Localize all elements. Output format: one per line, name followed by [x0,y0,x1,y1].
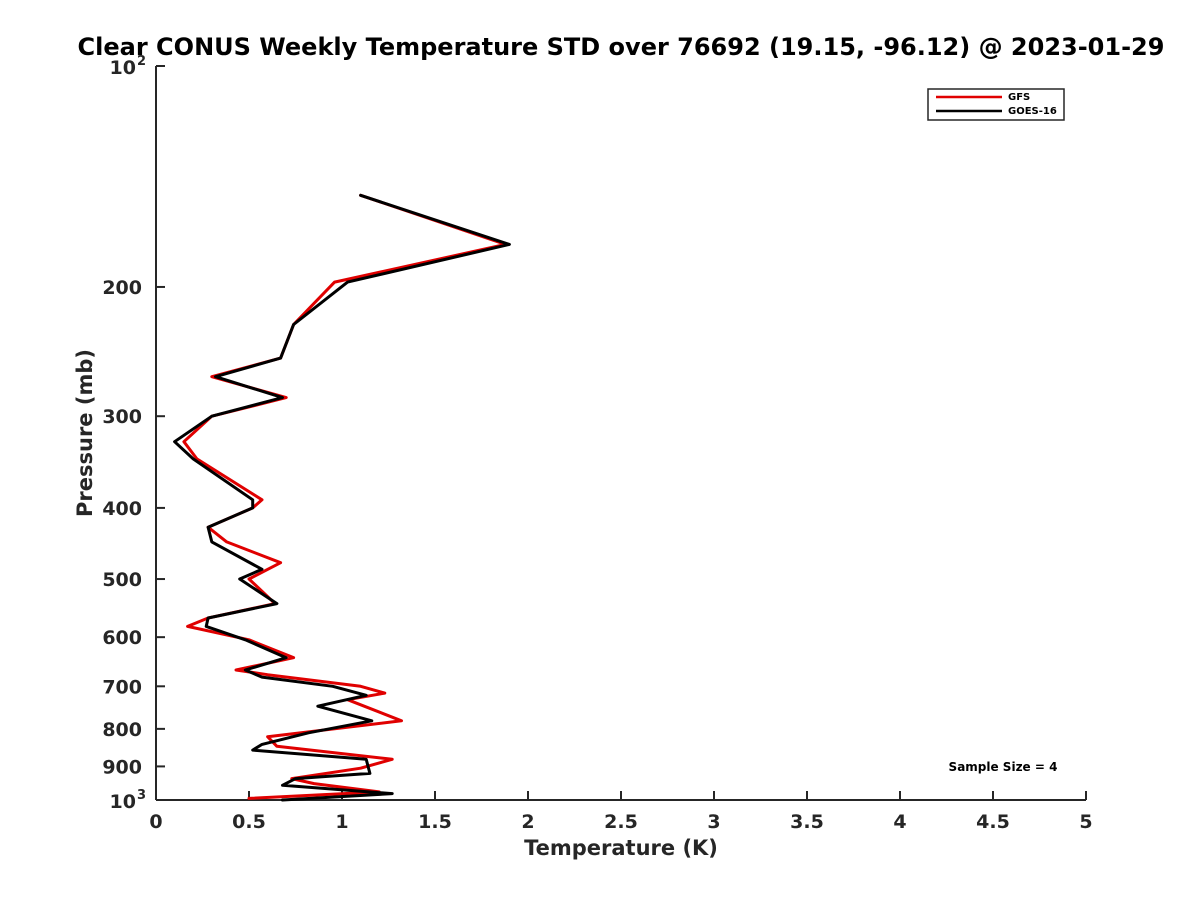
legend-label-gfs: GFS [1008,92,1030,103]
legend-box [927,88,1065,121]
x-tick-label: 4 [893,811,906,833]
y-tick-label: 800 [102,719,142,741]
y-tick-label: 500 [102,569,142,591]
legend-label-goes-16: GOES-16 [1008,106,1057,117]
x-tick-label: 2 [521,811,534,833]
x-tick-label: 4.5 [976,811,1010,833]
y-tick-exponent: 3 [137,788,146,803]
sample-size-annotation: Sample Size = 4 [949,760,1058,774]
x-tick-label: 2.5 [604,811,638,833]
series-line-goes-16 [173,193,511,802]
y-axis-label: Pressure (mb) [73,349,97,517]
y-tick-label: 900 [102,756,142,778]
chart-title: Clear CONUS Weekly Temperature STD over … [78,33,1165,61]
legend: GFS GOES-16 [927,88,1065,121]
y-tick-label: 600 [102,627,142,649]
x-tick-label: 1 [335,811,348,833]
series-layer [173,193,511,802]
y-tick-label: 10 [110,791,136,813]
x-tick-label: 3.5 [790,811,824,833]
x-tick-label: 5 [1079,811,1092,833]
x-tick-label: 0 [149,811,162,833]
y-tick-label: 10 [110,57,136,79]
x-axis-label: Temperature (K) [524,836,718,860]
x-axis-ticks: 0 0.5 1 1.5 2 2.5 3 3.5 4 4.5 5 [149,791,1093,833]
x-tick-label: 1.5 [418,811,452,833]
y-tick-exponent: 2 [137,54,146,69]
y-tick-label: 700 [102,676,142,698]
y-tick-label: 300 [102,406,142,428]
y-tick-label: 200 [102,277,142,299]
x-tick-label: 0.5 [232,811,266,833]
y-tick-label: 400 [102,498,142,520]
x-tick-label: 3 [707,811,720,833]
